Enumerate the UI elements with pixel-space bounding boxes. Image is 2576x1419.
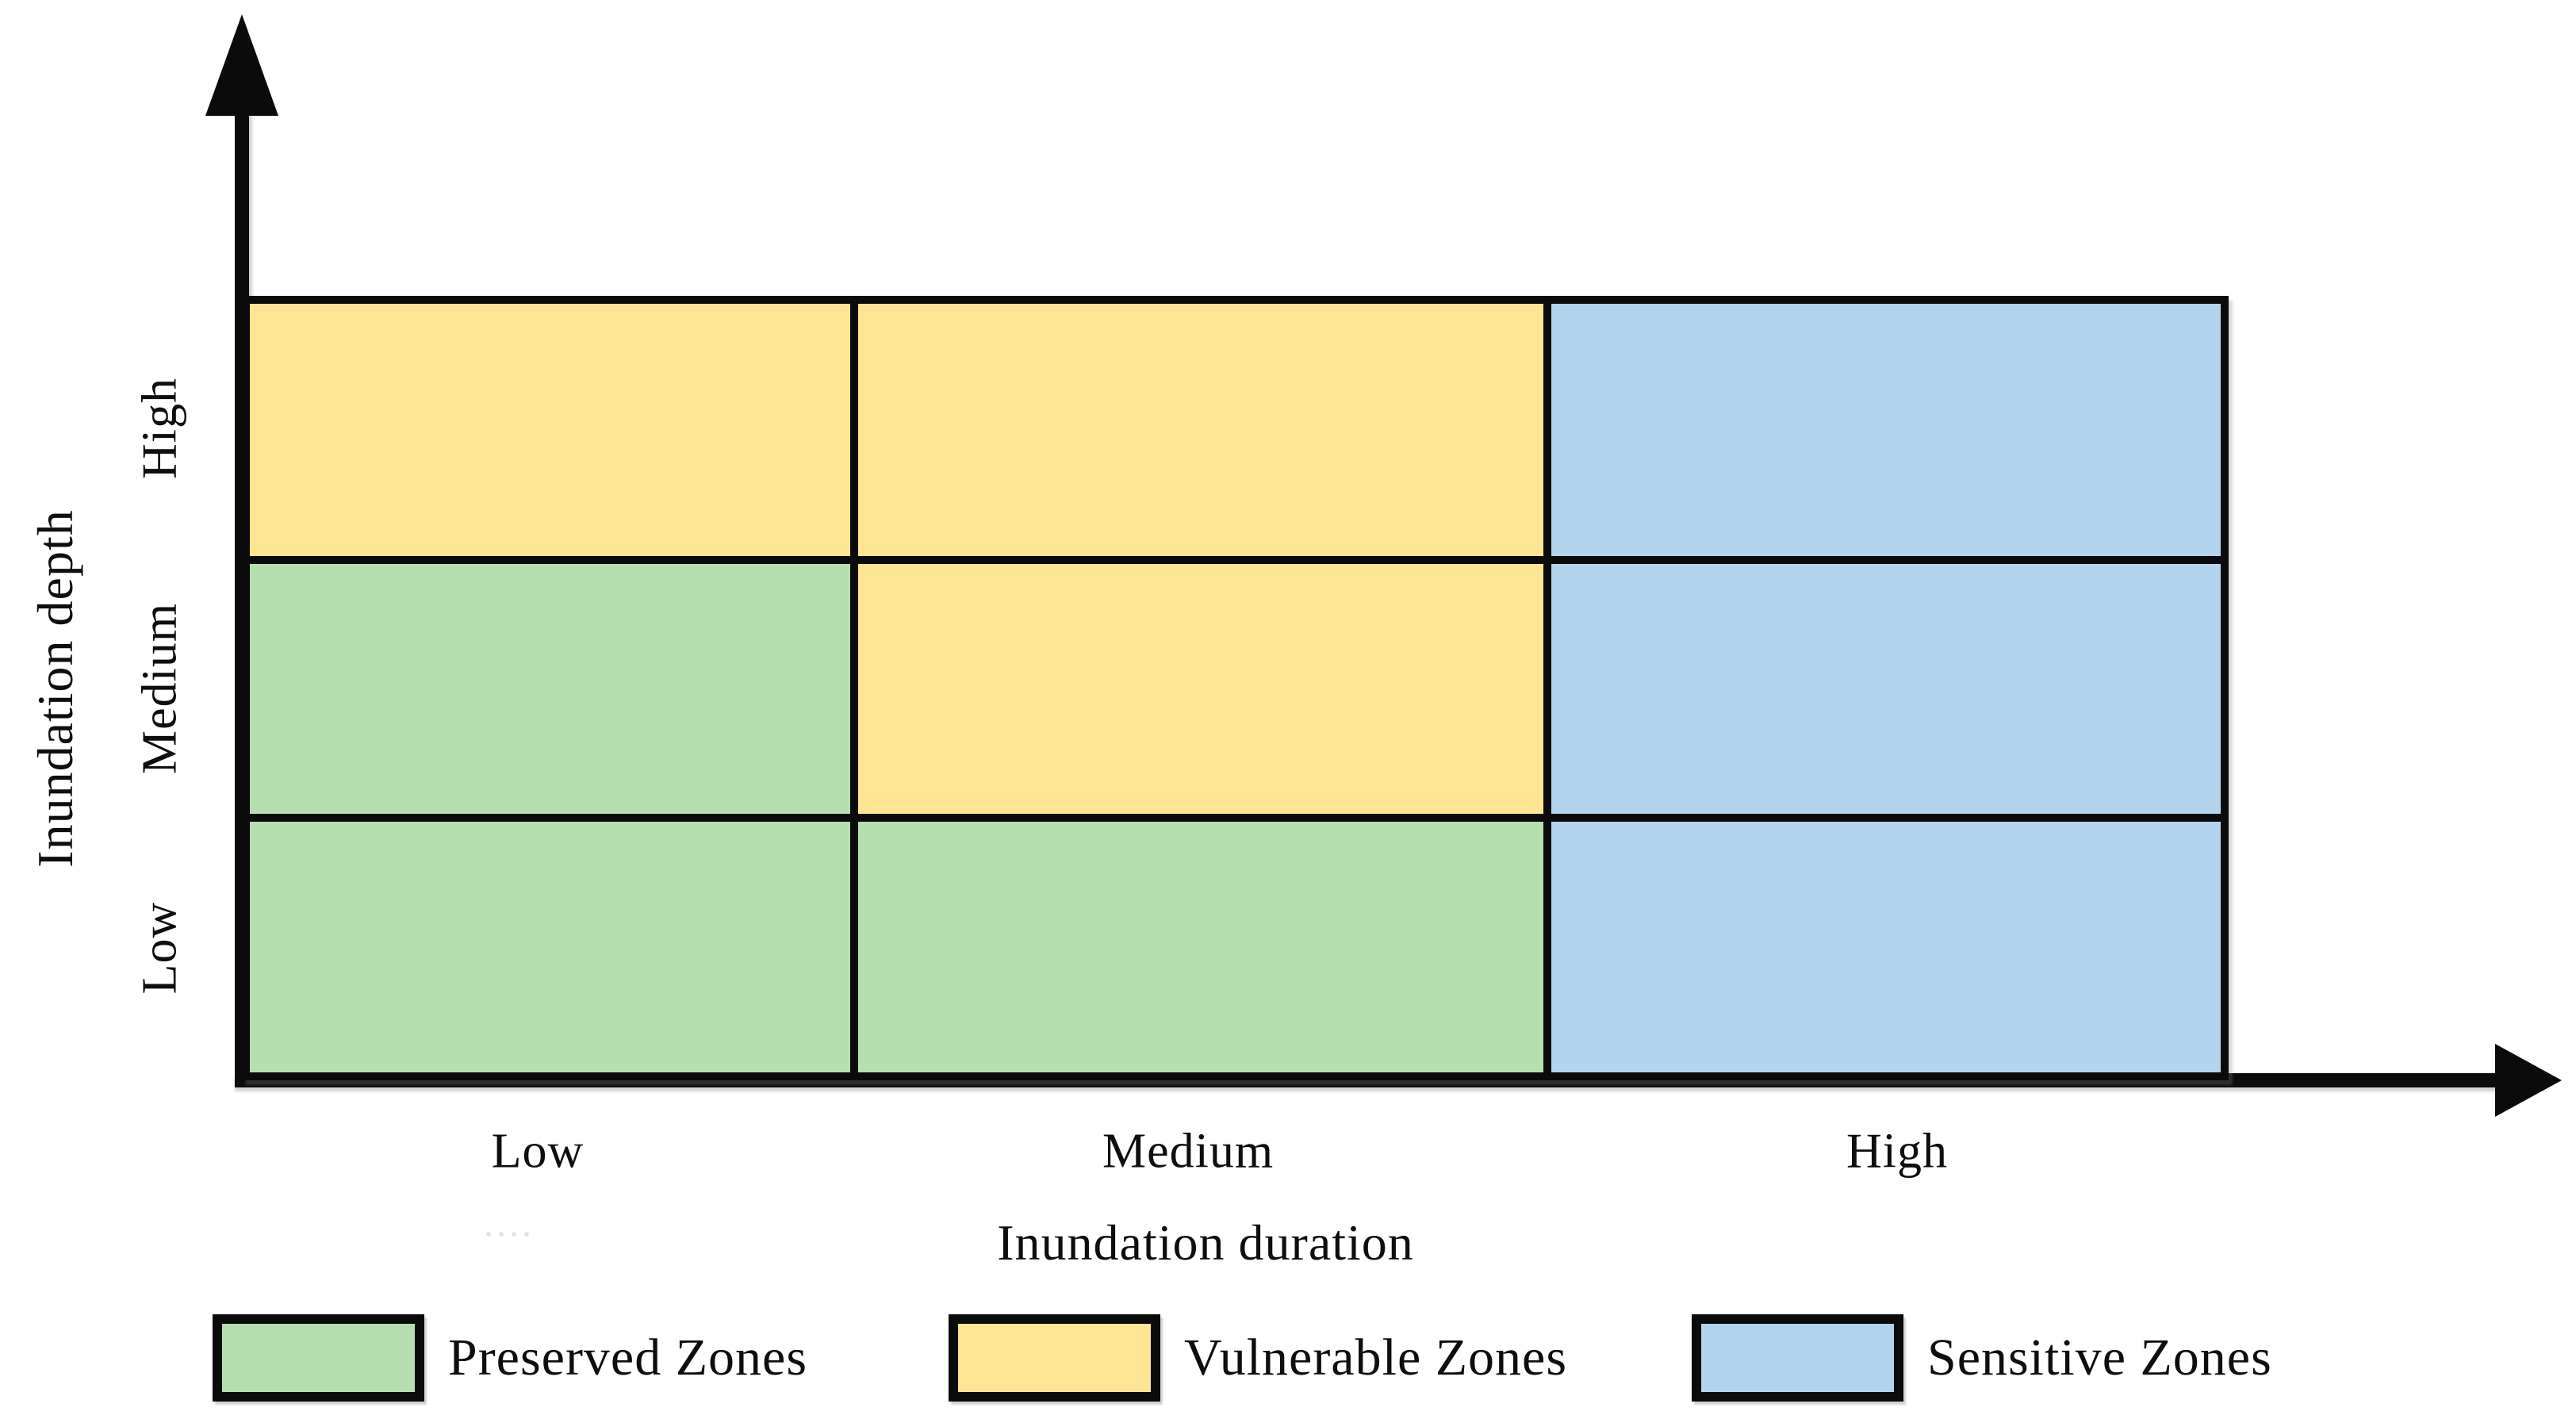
cell-depth-low-duration-high (1551, 822, 2221, 1072)
cell-depth-medium-duration-high (1551, 564, 2221, 814)
cell-depth-medium-duration-low (250, 564, 850, 814)
legend-item-sensitive: Sensitive Zones (1692, 1314, 2272, 1402)
cell-depth-low-duration-medium (858, 822, 1543, 1072)
compression-artifact-dots (482, 1231, 533, 1237)
x-axis-arrowhead-icon (2495, 1044, 2562, 1117)
legend-item-vulnerable: Vulnerable Zones (949, 1314, 1567, 1402)
legend-item-preserved: Preserved Zones (213, 1314, 807, 1402)
legend-label-sensitive: Sensitive Zones (1927, 1329, 2272, 1386)
cell-depth-high-duration-low (250, 304, 850, 556)
cell-depth-high-duration-medium (858, 304, 1543, 556)
cell-depth-low-duration-low (250, 822, 850, 1072)
legend-swatch-vulnerable (949, 1314, 1160, 1402)
cell-depth-medium-duration-medium (858, 564, 1543, 814)
legend-swatch-sensitive (1692, 1314, 1903, 1402)
legend-label-vulnerable: Vulnerable Zones (1184, 1329, 1568, 1386)
y-axis-arrowhead-icon (205, 14, 278, 116)
cell-depth-high-duration-high (1551, 304, 2221, 556)
legend-label-preserved: Preserved Zones (448, 1329, 808, 1386)
zone-matrix (242, 296, 2229, 1080)
legend-swatch-preserved (213, 1314, 424, 1402)
